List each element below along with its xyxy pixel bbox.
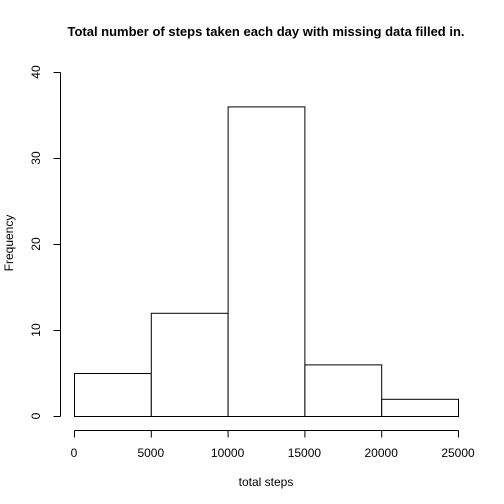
histogram-bar-1 (74, 373, 152, 417)
histogram-bar-4 (304, 364, 383, 417)
y-axis: 0 10 20 30 40 (29, 65, 61, 419)
x-tick-label: 15000 (288, 446, 322, 460)
histogram-bar-2 (150, 312, 229, 417)
x-axis-label: total steps (239, 475, 294, 489)
histogram-bar-3 (227, 106, 306, 418)
x-tick-label: 25000 (441, 446, 475, 460)
x-tick-label: 20000 (365, 446, 399, 460)
y-tick-label: 0 (29, 412, 43, 419)
chart-title: Total number of steps taken each day wit… (67, 24, 464, 39)
x-tick-label: 5000 (137, 446, 164, 460)
bars-group (74, 106, 460, 418)
x-axis: 0 5000 10000 15000 20000 25000 (71, 430, 475, 460)
y-tick-label: 40 (29, 65, 43, 79)
x-tick-label: 0 (71, 446, 78, 460)
x-tick-label: 10000 (211, 446, 245, 460)
histogram-bar-5 (381, 398, 460, 417)
y-tick-label: 20 (29, 237, 43, 251)
y-tick-label: 10 (29, 323, 43, 337)
y-axis-label: Frequency (2, 215, 16, 272)
y-tick-label: 30 (29, 151, 43, 165)
